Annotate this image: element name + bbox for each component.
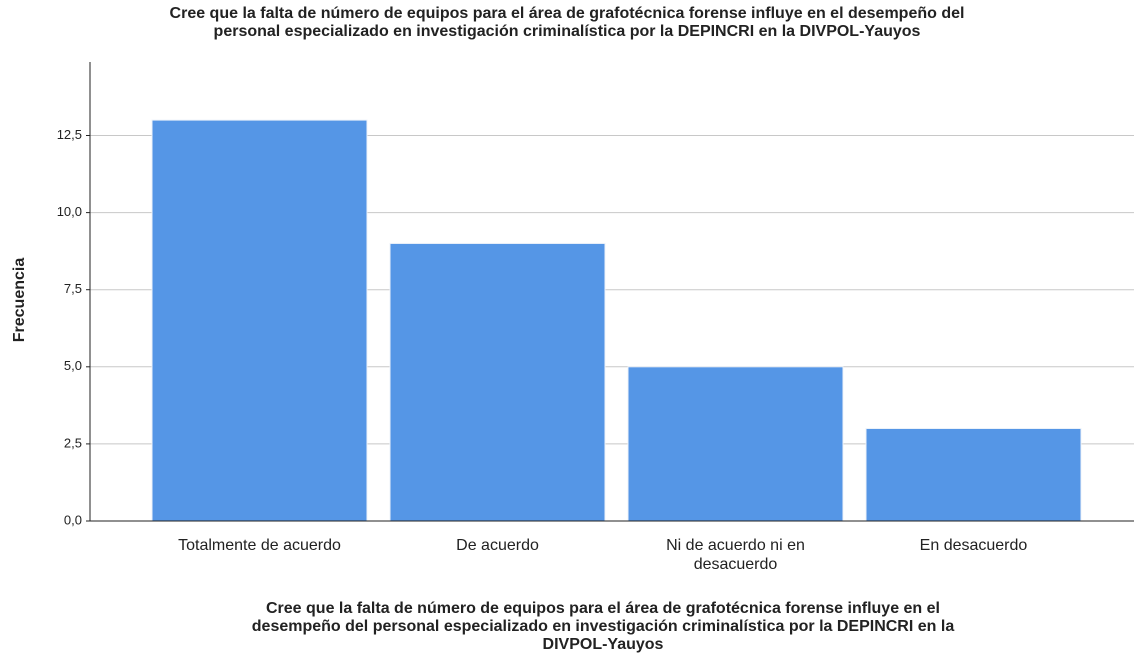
x-tick-label: Ni de acuerdo ni en desacuerdo: [666, 537, 805, 573]
bar: [389, 242, 606, 522]
bar: [627, 366, 844, 522]
x-axis-label: Cree que la falta de número de equipos p…: [266, 600, 940, 617]
y-tick-label: 0,0: [64, 512, 82, 527]
y-tick-label: 10,0: [57, 204, 82, 219]
bar: [151, 119, 368, 522]
x-tick-label: En desacuerdo: [919, 537, 1028, 554]
x-tick-label: De acuerdo: [456, 537, 539, 554]
y-tick-label: 12,5: [57, 127, 82, 142]
y-axis-label: Frecuencia: [11, 258, 28, 343]
y-tick-label: 7,5: [64, 281, 82, 296]
x-tick-label: Totalmente de acuerdo: [178, 537, 341, 554]
bar: [865, 427, 1082, 522]
x-axis-label: DIVPOL-Yauyos: [543, 636, 664, 653]
y-tick-label: 2,5: [64, 435, 82, 450]
x-axis-label: desempeño del personal especializado en …: [252, 618, 955, 635]
chart-title: Cree que la falta de número de equipos p…: [170, 5, 965, 22]
y-tick-label: 5,0: [64, 358, 82, 373]
chart-title: personal especializado en investigación …: [214, 23, 921, 40]
